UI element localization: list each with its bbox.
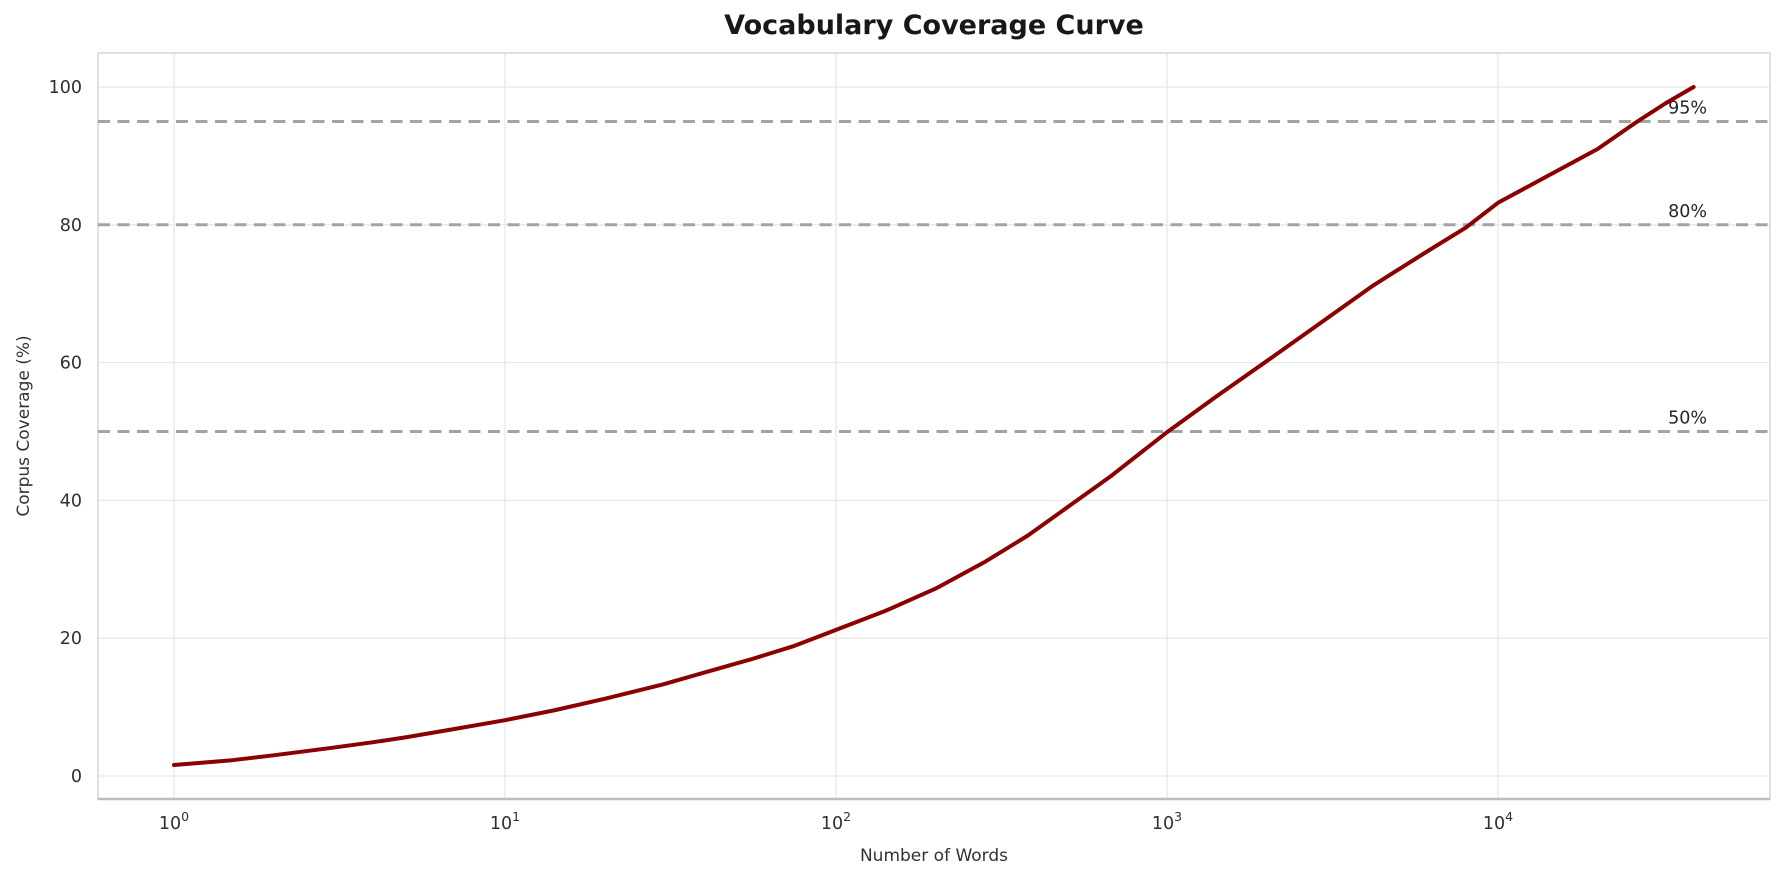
reference-label: 95%: [1668, 98, 1707, 118]
y-tick-label: 40: [60, 491, 82, 511]
x-tick-label: 100: [159, 809, 189, 834]
y-tick-label: 20: [60, 629, 82, 649]
chart-title: Vocabulary Coverage Curve: [724, 10, 1144, 41]
reference-label: 50%: [1668, 409, 1707, 429]
y-tick-label: 60: [60, 354, 82, 374]
y-tick-label: 100: [49, 78, 82, 98]
x-tick-label: 101: [490, 809, 520, 834]
reference-label: 80%: [1668, 202, 1707, 222]
y-axis-label: Corpus Coverage (%): [14, 335, 34, 517]
x-tick-label: 104: [1483, 809, 1513, 834]
y-tick-label: 0: [71, 767, 82, 787]
x-axis-label: Number of Words: [859, 846, 1009, 866]
y-tick-label: 80: [60, 216, 82, 236]
coverage-curve: [172, 85, 1696, 767]
x-tick-label: 102: [821, 809, 851, 834]
axes-spines: [97, 52, 1771, 800]
x-tick-label: 103: [1152, 809, 1182, 834]
